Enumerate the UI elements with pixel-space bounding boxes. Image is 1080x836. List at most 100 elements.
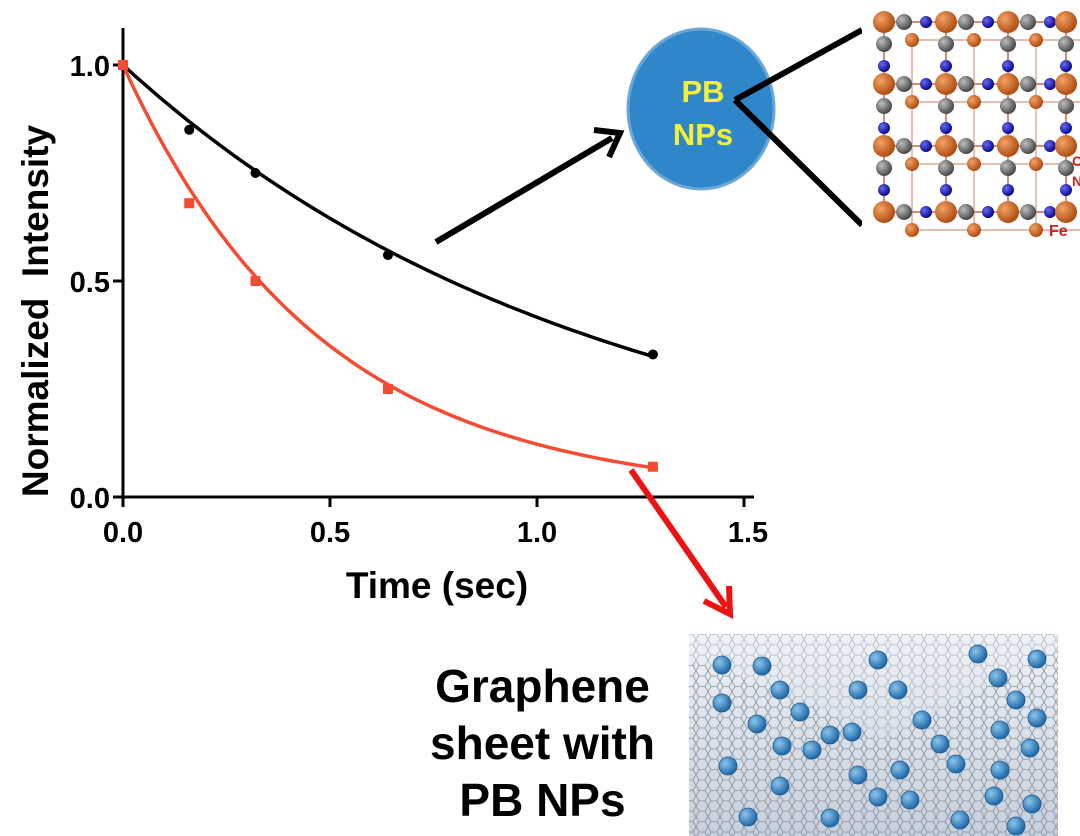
- nanoparticle-dot: [790, 702, 810, 722]
- nanoparticle-dot: [747, 714, 767, 734]
- carbon-atom: [958, 76, 974, 92]
- iron-atom: [1055, 201, 1077, 223]
- nanoparticle-dot: [1027, 708, 1047, 728]
- carbon-atom: [1020, 76, 1036, 92]
- nanoparticle-dot: [930, 734, 950, 754]
- graphene-caption: Graphene sheet with PB NPs: [400, 658, 685, 829]
- carbon-atom: [1058, 160, 1074, 176]
- carbon-atom: [896, 204, 912, 220]
- atom-label-fe: Fe: [1049, 223, 1068, 240]
- data-point-series-2: [382, 384, 393, 394]
- chart-area: 0.0 0.5 1.0 1.5 0.0 0.5 1.0 Time (sec) Normali…: [15, 28, 768, 606]
- nanoparticle-dot: [1022, 794, 1042, 814]
- data-point-series-2: [118, 60, 128, 70]
- nitrogen-atom: [1002, 60, 1014, 72]
- y-axis-label: Normalized Intensity: [15, 125, 56, 498]
- nanoparticle-dot: [1006, 816, 1026, 836]
- nanoparticle-dot: [968, 644, 988, 664]
- x-tick-label: 1.5: [728, 517, 768, 549]
- nanoparticle-dot: [848, 680, 868, 700]
- iron-atom: [1055, 135, 1077, 157]
- zoom-lines: [732, 27, 865, 228]
- nitrogen-atom: [920, 206, 932, 218]
- carbon-atom: [1020, 14, 1036, 30]
- iron-atom: [1029, 33, 1043, 47]
- nanoparticle-dot: [900, 790, 920, 810]
- iron-atom: [905, 223, 919, 237]
- atom-label-n: N: [1072, 173, 1080, 189]
- nanoparticle-dot: [718, 756, 738, 776]
- carbon-atom: [1000, 98, 1016, 114]
- nitrogen-atom: [982, 16, 994, 28]
- nitrogen-atom: [982, 140, 994, 152]
- nitrogen-atom: [1002, 184, 1014, 196]
- iron-atom: [1029, 223, 1043, 237]
- pb-label-line1: PB: [681, 74, 724, 109]
- graphene-caption-line1: Graphene: [435, 660, 650, 712]
- y-tick-label: 0.5: [70, 267, 110, 299]
- red-arrow: [628, 468, 734, 619]
- chart-ticks: 0.0 0.5 1.0 1.5 0.0 0.5 1.0: [70, 51, 768, 549]
- fit-curve-series-2: [121, 64, 654, 470]
- atom-label-c: C: [1072, 153, 1080, 169]
- nanoparticle-dot: [772, 736, 792, 756]
- iron-atom: [873, 201, 895, 223]
- carbon-atom: [1000, 160, 1016, 176]
- nitrogen-atom: [920, 78, 932, 90]
- black-arrow: [434, 127, 625, 245]
- iron-atom: [935, 135, 957, 157]
- carbon-atom: [896, 138, 912, 154]
- pb-nps-circle: PB NPs: [626, 27, 776, 191]
- iron-atom: [905, 157, 919, 171]
- nanoparticle-dot: [988, 668, 1008, 688]
- data-point-series-1: [382, 250, 393, 261]
- nanoparticle-dot: [802, 740, 822, 760]
- nanoparticle-dot: [990, 720, 1010, 740]
- carbon-atom: [876, 160, 892, 176]
- nanoparticle-dot: [712, 655, 732, 675]
- nanoparticle-dot: [990, 760, 1010, 780]
- pb-label-line2: NPs: [673, 117, 733, 152]
- nitrogen-atom: [1060, 60, 1072, 72]
- carbon-atom: [1058, 36, 1074, 52]
- nitrogen-atom: [940, 60, 952, 72]
- nanoparticle-dot: [770, 776, 790, 796]
- nitrogen-atom: [920, 140, 932, 152]
- carbon-atom: [938, 36, 954, 52]
- data-point-series-1: [250, 168, 261, 178]
- nanoparticle-dot: [950, 810, 970, 830]
- nitrogen-atom: [940, 122, 952, 134]
- nitrogen-atom: [1044, 16, 1056, 28]
- nanoparticle-dot: [1027, 649, 1047, 669]
- carbon-atom: [1000, 36, 1016, 52]
- graphene-caption-line3: PB NPs: [459, 774, 626, 826]
- iron-atom: [997, 73, 1019, 95]
- nitrogen-atom: [940, 184, 952, 196]
- iron-atom: [935, 73, 957, 95]
- iron-atom: [1055, 11, 1077, 33]
- iron-atom: [935, 11, 957, 33]
- iron-atom: [873, 135, 895, 157]
- nanoparticle-dot: [712, 693, 732, 713]
- data-markers: [118, 60, 658, 472]
- iron-atom: [967, 223, 981, 237]
- x-tick-label: 0.5: [310, 517, 350, 549]
- nitrogen-atom: [878, 60, 890, 72]
- iron-atom: [873, 73, 895, 95]
- data-point-series-1: [647, 349, 658, 360]
- nitrogen-atom: [1002, 122, 1014, 134]
- iron-atom: [997, 11, 1019, 33]
- nanoparticle-dot: [848, 765, 868, 785]
- carbon-atom: [958, 204, 974, 220]
- nitrogen-atom: [878, 184, 890, 196]
- nanoparticle-dot: [1020, 738, 1040, 758]
- nitrogen-atom: [1060, 184, 1072, 196]
- iron-atom: [935, 201, 957, 223]
- carbon-atom: [1058, 98, 1074, 114]
- carbon-atom: [1020, 204, 1036, 220]
- nitrogen-atom: [878, 122, 890, 134]
- nanoparticle-dot: [912, 710, 932, 730]
- data-point-series-1: [184, 124, 195, 135]
- nanoparticle-dot: [770, 680, 790, 700]
